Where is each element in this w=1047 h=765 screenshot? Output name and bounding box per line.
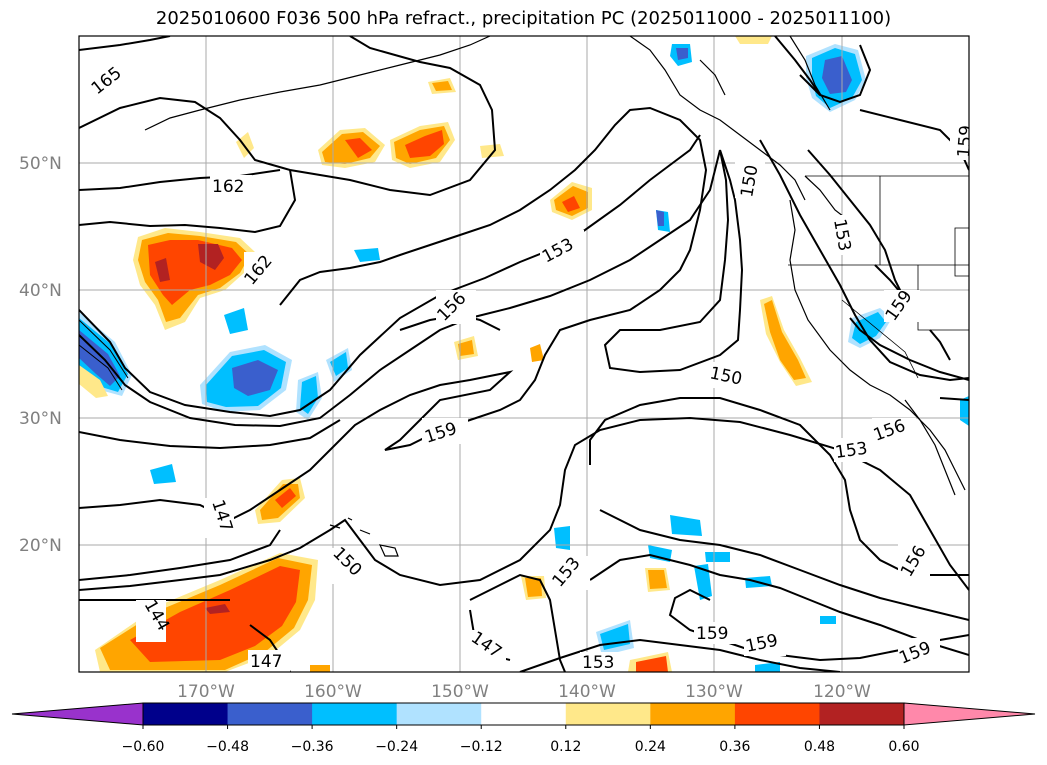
lon-label-120w: 120°W <box>813 682 871 702</box>
colorbar-segment <box>819 703 905 725</box>
contour-label: 153 <box>834 439 869 463</box>
lon-label-160w: 160°W <box>304 682 362 702</box>
lat-label-40n: 40°N <box>19 281 62 301</box>
map-title: 2025010600 F036 500 hPa refract., precip… <box>155 8 892 29</box>
latitude-labels: 50°N 40°N 30°N 20°N <box>19 154 62 556</box>
colorbar-tick-label: 0.12 <box>550 739 581 755</box>
lon-label-130w: 130°W <box>685 682 743 702</box>
lon-label-140w: 140°W <box>558 682 616 702</box>
contour-labels: 165 162 162 156 153 150 159 159 156 153 … <box>88 63 977 673</box>
contour-label: 159 <box>954 124 977 158</box>
colorbar-segment <box>650 703 736 725</box>
contour-label: 153 <box>582 653 614 673</box>
colorbar-segment <box>565 703 651 725</box>
map-frame <box>78 35 970 673</box>
contour-label: 162 <box>212 177 244 197</box>
contour-label: 147 <box>250 652 282 672</box>
colorbar-segment <box>143 703 229 725</box>
lat-label-20n: 20°N <box>19 536 62 556</box>
colorbar-tick-label: −0.60 <box>122 739 165 755</box>
colorbar-extend-min <box>11 702 144 726</box>
lon-label-170w: 170°W <box>177 682 235 702</box>
colorbar-tick-label: −0.36 <box>291 739 334 755</box>
colorbar-segment <box>396 703 482 725</box>
colorbar-tick-label: 0.36 <box>719 739 750 755</box>
map-area: 165 162 162 156 153 150 159 159 156 153 … <box>79 36 977 673</box>
colorbar-segment <box>227 703 313 725</box>
colorbar-tick-label: 0.48 <box>804 739 835 755</box>
colorbar-segment <box>734 703 820 725</box>
colorbar-tick-label: −0.48 <box>206 739 249 755</box>
state-borders <box>788 175 969 379</box>
lat-label-50n: 50°N <box>19 154 62 174</box>
colorbar-tick-label: 0.24 <box>635 739 666 755</box>
lat-label-30n: 30°N <box>19 409 62 429</box>
colorbar-frame <box>142 702 905 726</box>
lon-label-150w: 150°W <box>431 682 489 702</box>
colorbar-segment <box>312 703 398 725</box>
longitude-labels: 170°W 160°W 150°W 140°W 130°W 120°W <box>177 682 871 702</box>
contour-label: 159 <box>696 624 728 644</box>
colorbar-tick-label: −0.24 <box>375 739 418 755</box>
colorbar: −0.60 −0.48 −0.36 −0.24 −0.12 0.12 0.24 0.36 0.4… <box>11 702 1036 755</box>
refractivity-contours-thin <box>79 319 129 391</box>
colorbar-extend-max <box>903 702 1036 726</box>
refractivity-contours <box>79 36 969 672</box>
colorbar-segment <box>481 703 567 725</box>
colorbar-tick-label: 0.60 <box>888 739 919 755</box>
colorbar-tick-label: −0.12 <box>460 739 503 755</box>
